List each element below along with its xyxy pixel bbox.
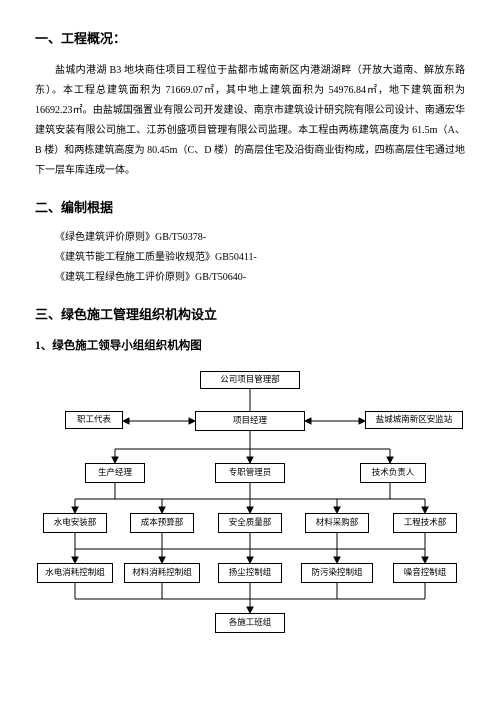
node-dept-4: 材料采购部 — [305, 513, 369, 533]
chart-connectors — [35, 367, 465, 642]
node-ctrl-4: 防污染控制组 — [301, 563, 373, 583]
node-safety-station: 盐城城南新区安监站 — [365, 411, 463, 429]
node-production-mgr: 生产经理 — [85, 463, 145, 483]
heading-org: 三、绿色施工管理组织机构设立 — [35, 304, 465, 323]
node-dept-2: 成本预算部 — [130, 513, 194, 533]
ref-item-3: 《建筑工程绿色施工评价原则》GB/T50640- — [55, 268, 465, 288]
node-project-manager: 项目经理 — [195, 411, 305, 431]
heading-overview: 一、工程概况： — [35, 28, 465, 47]
node-tech-lead: 技术负责人 — [360, 463, 426, 483]
ref-item-1: 《绿色建筑评价原则》GB/T50378- — [55, 228, 465, 248]
node-dept-5: 工程技术部 — [393, 513, 457, 533]
node-dept-1: 水电安装部 — [43, 513, 107, 533]
node-ctrl-5: 噪音控制组 — [393, 563, 457, 583]
heading-basis: 二、编制根据 — [35, 197, 465, 216]
org-chart: 公司项目管理部 职工代表 项目经理 盐城城南新区安监站 生产经理 专职管理员 技… — [35, 367, 465, 642]
node-ctrl-2: 材料消耗控制组 — [124, 563, 200, 583]
node-company-pm-dept: 公司项目管理部 — [200, 371, 300, 389]
heading-chart: 1、绿色施工领导小组组织机构图 — [35, 337, 465, 353]
ref-item-2: 《建筑节能工程施工质量验收规范》GB50411- — [55, 248, 465, 268]
node-admin: 专职管理员 — [215, 463, 285, 483]
node-ctrl-3: 扬尘控制组 — [218, 563, 282, 583]
node-union-rep: 职工代表 — [65, 411, 123, 429]
node-ctrl-1: 水电消耗控制组 — [37, 563, 113, 583]
node-teams: 各施工班组 — [215, 613, 285, 633]
node-dept-3: 安全质量部 — [218, 513, 282, 533]
overview-paragraph: 盐城内港湖 B3 地块商住项目工程位于盐都市城南新区内港湖湖畔（开放大道南、解放… — [35, 61, 465, 181]
